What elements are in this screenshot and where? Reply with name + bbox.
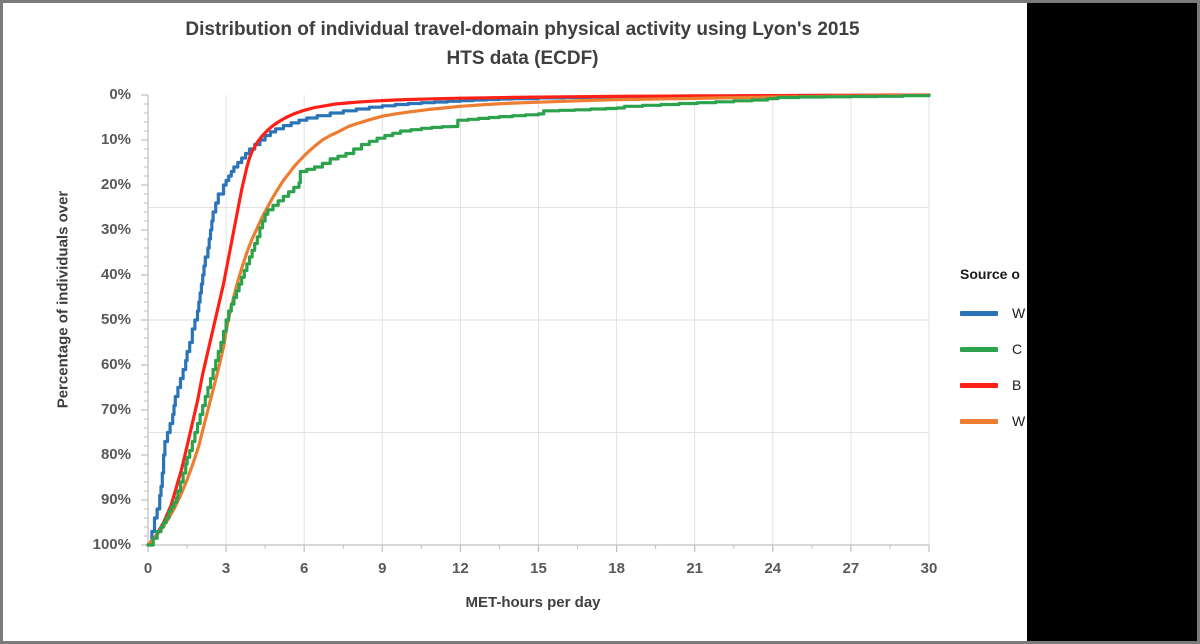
x-tick-label: 15 [530,560,547,577]
x-tick-label: 6 [300,560,309,577]
legend-line-swatch [960,346,998,352]
legend-item: C [960,338,1190,360]
y-tick-label: 90% [100,491,131,508]
chart-title: Distribution of individual travel-domain… [100,15,945,73]
x-tick-label: 24 [764,560,782,577]
x-tick-label: 27 [842,560,860,577]
y-tick-label: 80% [100,446,131,463]
y-tick-label: 100% [92,536,131,553]
chart-title-line2: HTS data (ECDF) [446,48,599,69]
x-tick-label: 30 [920,560,938,577]
legend-line-swatch [960,310,998,316]
x-axis-title: MET-hours per day [465,594,601,611]
legend-label: W [1012,305,1026,321]
x-tick-label: 18 [608,560,625,577]
chart-title-line1: Distribution of individual travel-domain… [185,19,860,40]
ecdf-curve [146,93,931,547]
ecdf-curve [146,93,931,547]
legend-line-swatch [960,382,998,388]
y-tick-label: 40% [100,266,131,283]
redaction-overlay [1027,0,1197,641]
legend-items: W C B W [960,302,1190,432]
y-tick-label: 50% [100,311,131,328]
legend-item: W [960,410,1190,432]
legend-item: W [960,302,1190,324]
legend-line-swatch [960,418,998,424]
ecdf-curve [146,93,931,547]
legend-item: B [960,374,1190,396]
legend-label: W [1012,413,1026,429]
x-tick-label: 3 [221,560,231,577]
legend-label: B [1012,377,1022,393]
y-tick-label: 60% [100,356,131,373]
x-tick-label: 12 [452,560,469,577]
legend-title: Source o [960,266,1020,282]
y-tick-label: 20% [100,176,131,193]
y-tick-label: 70% [100,401,131,418]
x-tick-label: 9 [378,560,387,577]
legend-label: C [1012,341,1023,357]
y-tick-label: 10% [100,131,131,148]
x-tick-label: 0 [143,560,153,577]
y-tick-label: 30% [100,221,131,238]
x-tick-label: 21 [686,560,704,577]
legend: Source o W C B W [960,266,1190,446]
y-tick-label: 0% [109,86,131,103]
